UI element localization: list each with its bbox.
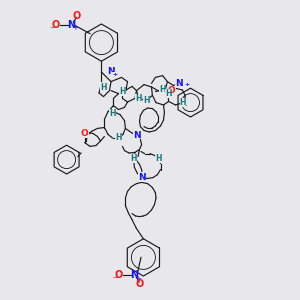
- Text: O: O: [51, 20, 60, 30]
- Text: H: H: [115, 134, 122, 142]
- Text: −: −: [112, 275, 118, 281]
- Text: H: H: [109, 110, 116, 118]
- Text: H: H: [100, 82, 107, 91]
- Text: H: H: [130, 154, 137, 163]
- Text: −: −: [49, 25, 55, 31]
- Text: H: H: [155, 154, 162, 163]
- Text: +: +: [136, 276, 142, 282]
- Text: H: H: [180, 98, 186, 107]
- Text: O: O: [114, 270, 123, 280]
- Text: O: O: [168, 86, 176, 95]
- Text: +: +: [73, 25, 79, 31]
- Text: H: H: [119, 87, 126, 96]
- Text: H: H: [159, 85, 165, 94]
- Text: O: O: [135, 279, 143, 290]
- Text: H: H: [135, 94, 142, 103]
- Text: O: O: [81, 129, 88, 138]
- Text: O: O: [72, 11, 80, 21]
- Text: H: H: [165, 89, 171, 98]
- Text: N: N: [107, 68, 115, 76]
- Text: N: N: [176, 79, 183, 88]
- Text: N: N: [138, 172, 146, 182]
- Text: H: H: [143, 96, 150, 105]
- Text: N: N: [133, 131, 140, 140]
- Text: N: N: [67, 20, 76, 30]
- Text: +: +: [112, 72, 117, 77]
- Text: N: N: [130, 270, 139, 280]
- Text: +: +: [184, 82, 189, 87]
